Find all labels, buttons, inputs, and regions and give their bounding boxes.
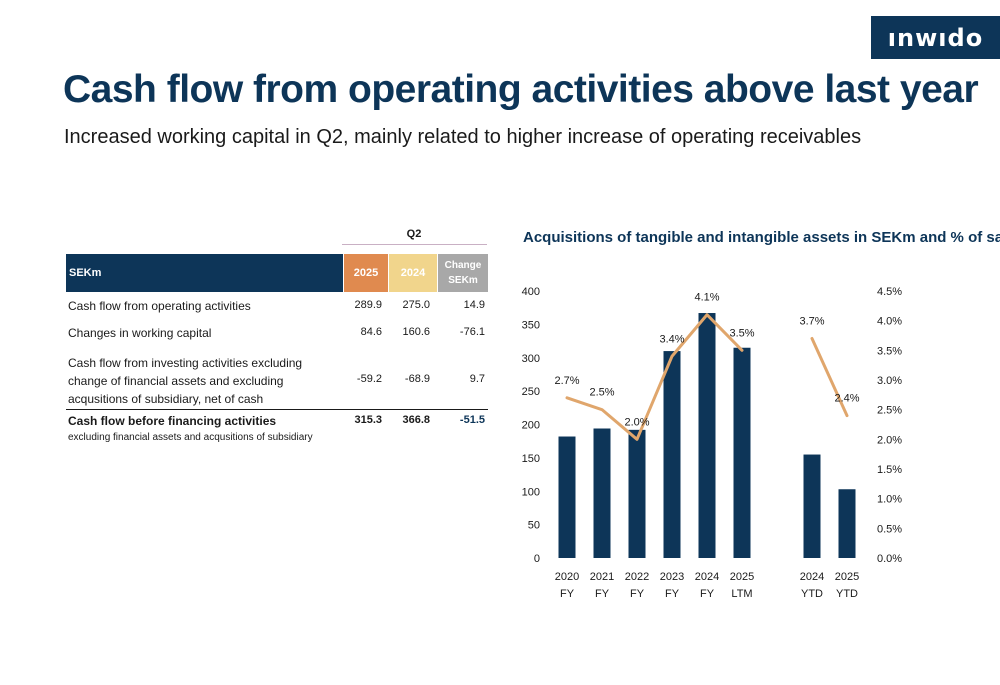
- capex-chart: 0 50 100 150 200 250 300 350 400 0.0% 0.5% 1.0% 1.5%…: [522, 286, 903, 600]
- header-2025: 2025: [344, 254, 388, 292]
- y2-tick-label: 4.0%: [877, 316, 902, 328]
- x-tick-label: 2025: [730, 571, 754, 583]
- bar: [628, 429, 646, 558]
- y2-tick-label: 0.5%: [877, 523, 902, 535]
- bar: [803, 454, 821, 558]
- x-tick-label: FY: [560, 588, 575, 600]
- table-footnote: excluding financial assets and acqusitio…: [68, 432, 313, 443]
- row-value-2025: 289.9: [354, 299, 382, 311]
- bar: [733, 347, 751, 558]
- bar: [698, 313, 716, 558]
- x-tick-label: FY: [665, 588, 680, 600]
- y-tick-label: 350: [522, 319, 540, 331]
- table-header-row: SEKm 2025 2024 Change SEKm: [66, 254, 488, 292]
- x-tick-label: LTM: [731, 588, 752, 600]
- period-header: Q2: [406, 228, 422, 240]
- data-label: 3.4%: [659, 333, 684, 345]
- data-label: 2.4%: [834, 393, 859, 405]
- bar: [593, 428, 611, 558]
- data-label: 4.1%: [694, 292, 719, 304]
- header-change-line1: Change: [444, 260, 482, 271]
- data-label: 2.0%: [624, 416, 649, 428]
- row-value-change: 9.7: [469, 373, 485, 385]
- y2-tick-label: 3.5%: [877, 345, 902, 357]
- row-value-2024: 275.0: [402, 299, 430, 311]
- data-label: 2.7%: [554, 375, 579, 387]
- row-value-change: -76.1: [459, 326, 485, 338]
- x-tick-label: 2021: [590, 571, 614, 583]
- x-tick-label: YTD: [836, 588, 858, 600]
- row-label: Cash flow from investing activities excl…: [68, 356, 303, 406]
- header-change: Change SEKm: [438, 254, 488, 292]
- y2-tick-label: 2.0%: [877, 434, 902, 446]
- x-tick-label: 2024: [800, 571, 824, 583]
- y2-tick-label: 4.5%: [877, 286, 902, 298]
- bar: [558, 436, 576, 558]
- y-tick-label: 0: [534, 553, 540, 565]
- y2-tick-label: 3.0%: [877, 375, 902, 387]
- pct-of-sales-line: [810, 336, 849, 418]
- period-underline: [342, 244, 487, 245]
- bar: [838, 489, 856, 558]
- x-tick-label: FY: [700, 588, 715, 600]
- x-tick-label: YTD: [801, 588, 823, 600]
- y2-tick-label: 1.5%: [877, 464, 902, 476]
- row-value-2025: 315.3: [354, 414, 382, 426]
- header-change-line2: SEKm: [448, 275, 478, 286]
- x-tick-label: 2025: [835, 571, 859, 583]
- bar: [663, 351, 681, 558]
- y-tick-label: 150: [522, 453, 540, 465]
- y2-tick-label: 0.0%: [877, 553, 902, 565]
- row-value-2024: 366.8: [402, 414, 430, 426]
- row-value-2025: 84.6: [360, 326, 382, 338]
- total-separator: [66, 409, 488, 410]
- data-label: 3.5%: [729, 327, 754, 339]
- data-label: 2.5%: [589, 387, 614, 399]
- row-value-2025: -59.2: [356, 373, 382, 385]
- pct-of-sales-line: [565, 313, 744, 441]
- row-value-2024: -68.9: [404, 373, 430, 385]
- x-tick-label: 2020: [555, 571, 579, 583]
- y-tick-label: 400: [522, 286, 540, 298]
- y-tick-label: 300: [522, 353, 540, 365]
- y-tick-label: 200: [522, 420, 540, 432]
- y2-tick-label: 1.0%: [877, 494, 902, 506]
- x-tick-label: 2024: [695, 571, 719, 583]
- row-value-change: 14.9: [463, 299, 485, 311]
- y2-tick-label: 2.5%: [877, 405, 902, 417]
- page-subtitle: Increased working capital in Q2, mainly …: [64, 126, 862, 148]
- inwido-logo: ınwıdo: [871, 16, 1000, 59]
- x-tick-label: 2023: [660, 571, 684, 583]
- header-2024: 2024: [389, 254, 437, 292]
- data-label: 3.7%: [799, 315, 824, 327]
- x-tick-label: FY: [630, 588, 645, 600]
- row-value-2024: 160.6: [402, 326, 430, 338]
- y-tick-label: 100: [522, 486, 540, 498]
- page-title: Cash flow from operating activities abov…: [63, 68, 979, 111]
- row-label: Changes in working capital: [68, 326, 212, 340]
- header-label: SEKm: [66, 254, 343, 292]
- y-tick-label: 250: [522, 386, 540, 398]
- y-tick-label: 50: [528, 520, 540, 532]
- row-label: Cash flow from operating activities: [68, 299, 251, 313]
- row-value-change: -51.5: [459, 414, 485, 426]
- x-tick-label: FY: [595, 588, 610, 600]
- chart-title: Acquisitions of tangible and intangible …: [523, 229, 1000, 246]
- row-label: Cash flow before financing activities: [68, 414, 277, 428]
- x-tick-label: 2022: [625, 571, 649, 583]
